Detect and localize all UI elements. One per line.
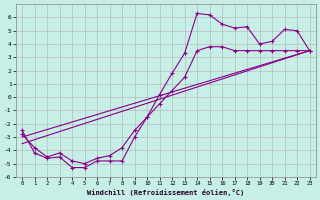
X-axis label: Windchill (Refroidissement éolien,°C): Windchill (Refroidissement éolien,°C) [87,189,244,196]
